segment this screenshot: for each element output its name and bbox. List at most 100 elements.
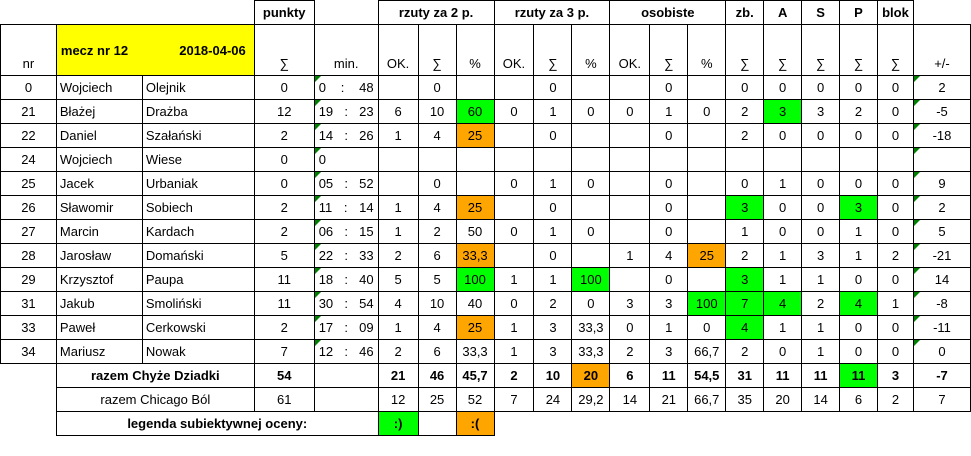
minutes-mm: 0: [318, 152, 326, 167]
stat-a: 1: [763, 171, 803, 196]
player-minutes: 19:23: [313, 99, 379, 124]
player-points: 0: [253, 147, 315, 172]
stat-zb: 7: [725, 291, 765, 316]
totals-pct3: 20: [571, 363, 611, 388]
stat-okf: 2: [609, 339, 651, 364]
stat-att3: 3: [533, 339, 573, 364]
stat-pct3: [571, 123, 611, 148]
stat-attf: 0: [649, 195, 689, 220]
stat-att2: 6: [417, 339, 457, 364]
stat-att2: 4: [417, 315, 457, 340]
stat-att3: 1: [533, 219, 573, 244]
player-row: 29 Krzysztof Paupa 11 18:40 5 5 100 1 1 100 0 3 1 1 0 0 1…: [0, 267, 971, 292]
player-minutes: 14:26: [313, 123, 379, 148]
totals-okf: 14: [609, 387, 651, 412]
stat-pctf: [687, 267, 727, 292]
player-first-name: Mariusz: [55, 339, 143, 364]
stat-ok3: 0: [493, 291, 535, 316]
match-number: mecz nr 12: [60, 42, 129, 58]
stat-pct3: 0: [571, 291, 611, 316]
player-row: 21 Błażej Drażba 12 19:23 6 10 60 0 1 0 0 1 0 2 3 3 2 0 -5: [0, 99, 971, 124]
player-row: 22 Daniel Szałański 2 14:26 1 4 25 0 0 2 0 0 0 0 -18: [0, 123, 971, 148]
legend-bad: :(: [455, 411, 495, 436]
group-header-row: punkty rzuty za 2 p. rzuty za 3 p. osobi…: [1, 0, 971, 25]
minutes-sep: :: [344, 344, 348, 359]
header-sum-blok: ∑: [876, 24, 914, 76]
stat-zb: 4: [725, 315, 765, 340]
stat-s: 0: [801, 171, 841, 196]
header-sumf: ∑: [649, 24, 689, 76]
stat-pct3: [571, 75, 611, 100]
stat-attf: 0: [649, 123, 689, 148]
header-min: min.: [313, 24, 379, 76]
totals-att2: 25: [417, 387, 457, 412]
header-blok: blok: [876, 0, 914, 25]
header-pct3: %: [571, 24, 611, 76]
player-row: 28 Jarosław Domański 5 22:33 2 6 33,3 0 1 4 25 2 1 3 1 2…: [0, 243, 971, 268]
stat-p: 1: [839, 243, 878, 268]
player-minutes: 11:14: [313, 195, 379, 220]
stat-att3: 0: [533, 243, 573, 268]
player-points: 11: [253, 267, 315, 292]
header-sum2: ∑: [417, 24, 457, 76]
player-last-name: Domański: [141, 243, 255, 268]
totals-pctf: 54,5: [687, 363, 727, 388]
stat-a: 0: [763, 75, 803, 100]
player-row: 27 Marcin Kardach 2 06:15 1 2 50 0 1 0 0 1 0 0 1 0 5: [0, 219, 971, 244]
stat-att2: 6: [417, 243, 457, 268]
stat-s: 0: [801, 219, 841, 244]
stat-att2: 2: [417, 219, 457, 244]
stat-ok3: 0: [493, 219, 535, 244]
stat-ok2: [377, 75, 419, 100]
stat-blok: 0: [876, 171, 914, 196]
header-ok2: OK.: [377, 24, 419, 76]
minutes-ss: 26: [359, 128, 374, 143]
player-last-name: Wiese: [141, 147, 255, 172]
stat-pct2: 25: [455, 123, 495, 148]
player-first-name: Błażej: [55, 99, 143, 124]
player-points: 12: [253, 99, 315, 124]
player-first-name: Paweł: [55, 315, 143, 340]
player-last-name: Cerkowski: [141, 315, 255, 340]
stat-pct3: 100: [571, 267, 611, 292]
player-number: 31: [0, 291, 57, 316]
header-s: S: [801, 0, 841, 25]
player-points: 2: [253, 123, 315, 148]
stat-att2: 10: [417, 291, 457, 316]
stat-attf: 3: [649, 339, 689, 364]
stat-blok: 0: [876, 99, 914, 124]
stat-ok3: [493, 75, 535, 100]
stat-blok: 0: [876, 339, 914, 364]
header-okf: OK.: [609, 24, 651, 76]
stat-att2: 0: [417, 171, 457, 196]
legend-row: legenda subiektywnej oceny::):(: [1, 411, 971, 436]
stat-ok3: [493, 195, 535, 220]
stat-s: 0: [801, 195, 841, 220]
stat-p: 4: [839, 291, 878, 316]
player-first-name: Marcin: [55, 219, 143, 244]
stat-okf: 1: [609, 243, 651, 268]
stat-att3: 0: [533, 75, 573, 100]
stat-zb: [725, 147, 765, 172]
stat-pctf: 25: [687, 243, 727, 268]
minutes-ss: 40: [359, 272, 374, 287]
minutes-sep: :: [344, 272, 348, 287]
match-date: 2018-04-06: [179, 42, 246, 58]
stat-okf: [609, 195, 651, 220]
stat-ok3: [493, 243, 535, 268]
stat-pm: -8: [912, 291, 971, 316]
player-number: 0: [0, 75, 57, 100]
player-last-name: Szałański: [141, 123, 255, 148]
stat-pm: -18: [912, 123, 971, 148]
totals-ok3: 7: [493, 387, 535, 412]
totals-s: 14: [801, 387, 841, 412]
totals-att3: 24: [533, 387, 573, 412]
stat-okf: 0: [609, 99, 651, 124]
minutes-ss: 52: [359, 176, 374, 191]
stat-attf: 0: [649, 219, 689, 244]
player-first-name: Jarosław: [55, 243, 143, 268]
stat-pct3: 0: [571, 219, 611, 244]
player-minutes: 0: [313, 147, 379, 172]
stat-zb: 1: [725, 219, 765, 244]
stat-p: 2: [839, 99, 878, 124]
